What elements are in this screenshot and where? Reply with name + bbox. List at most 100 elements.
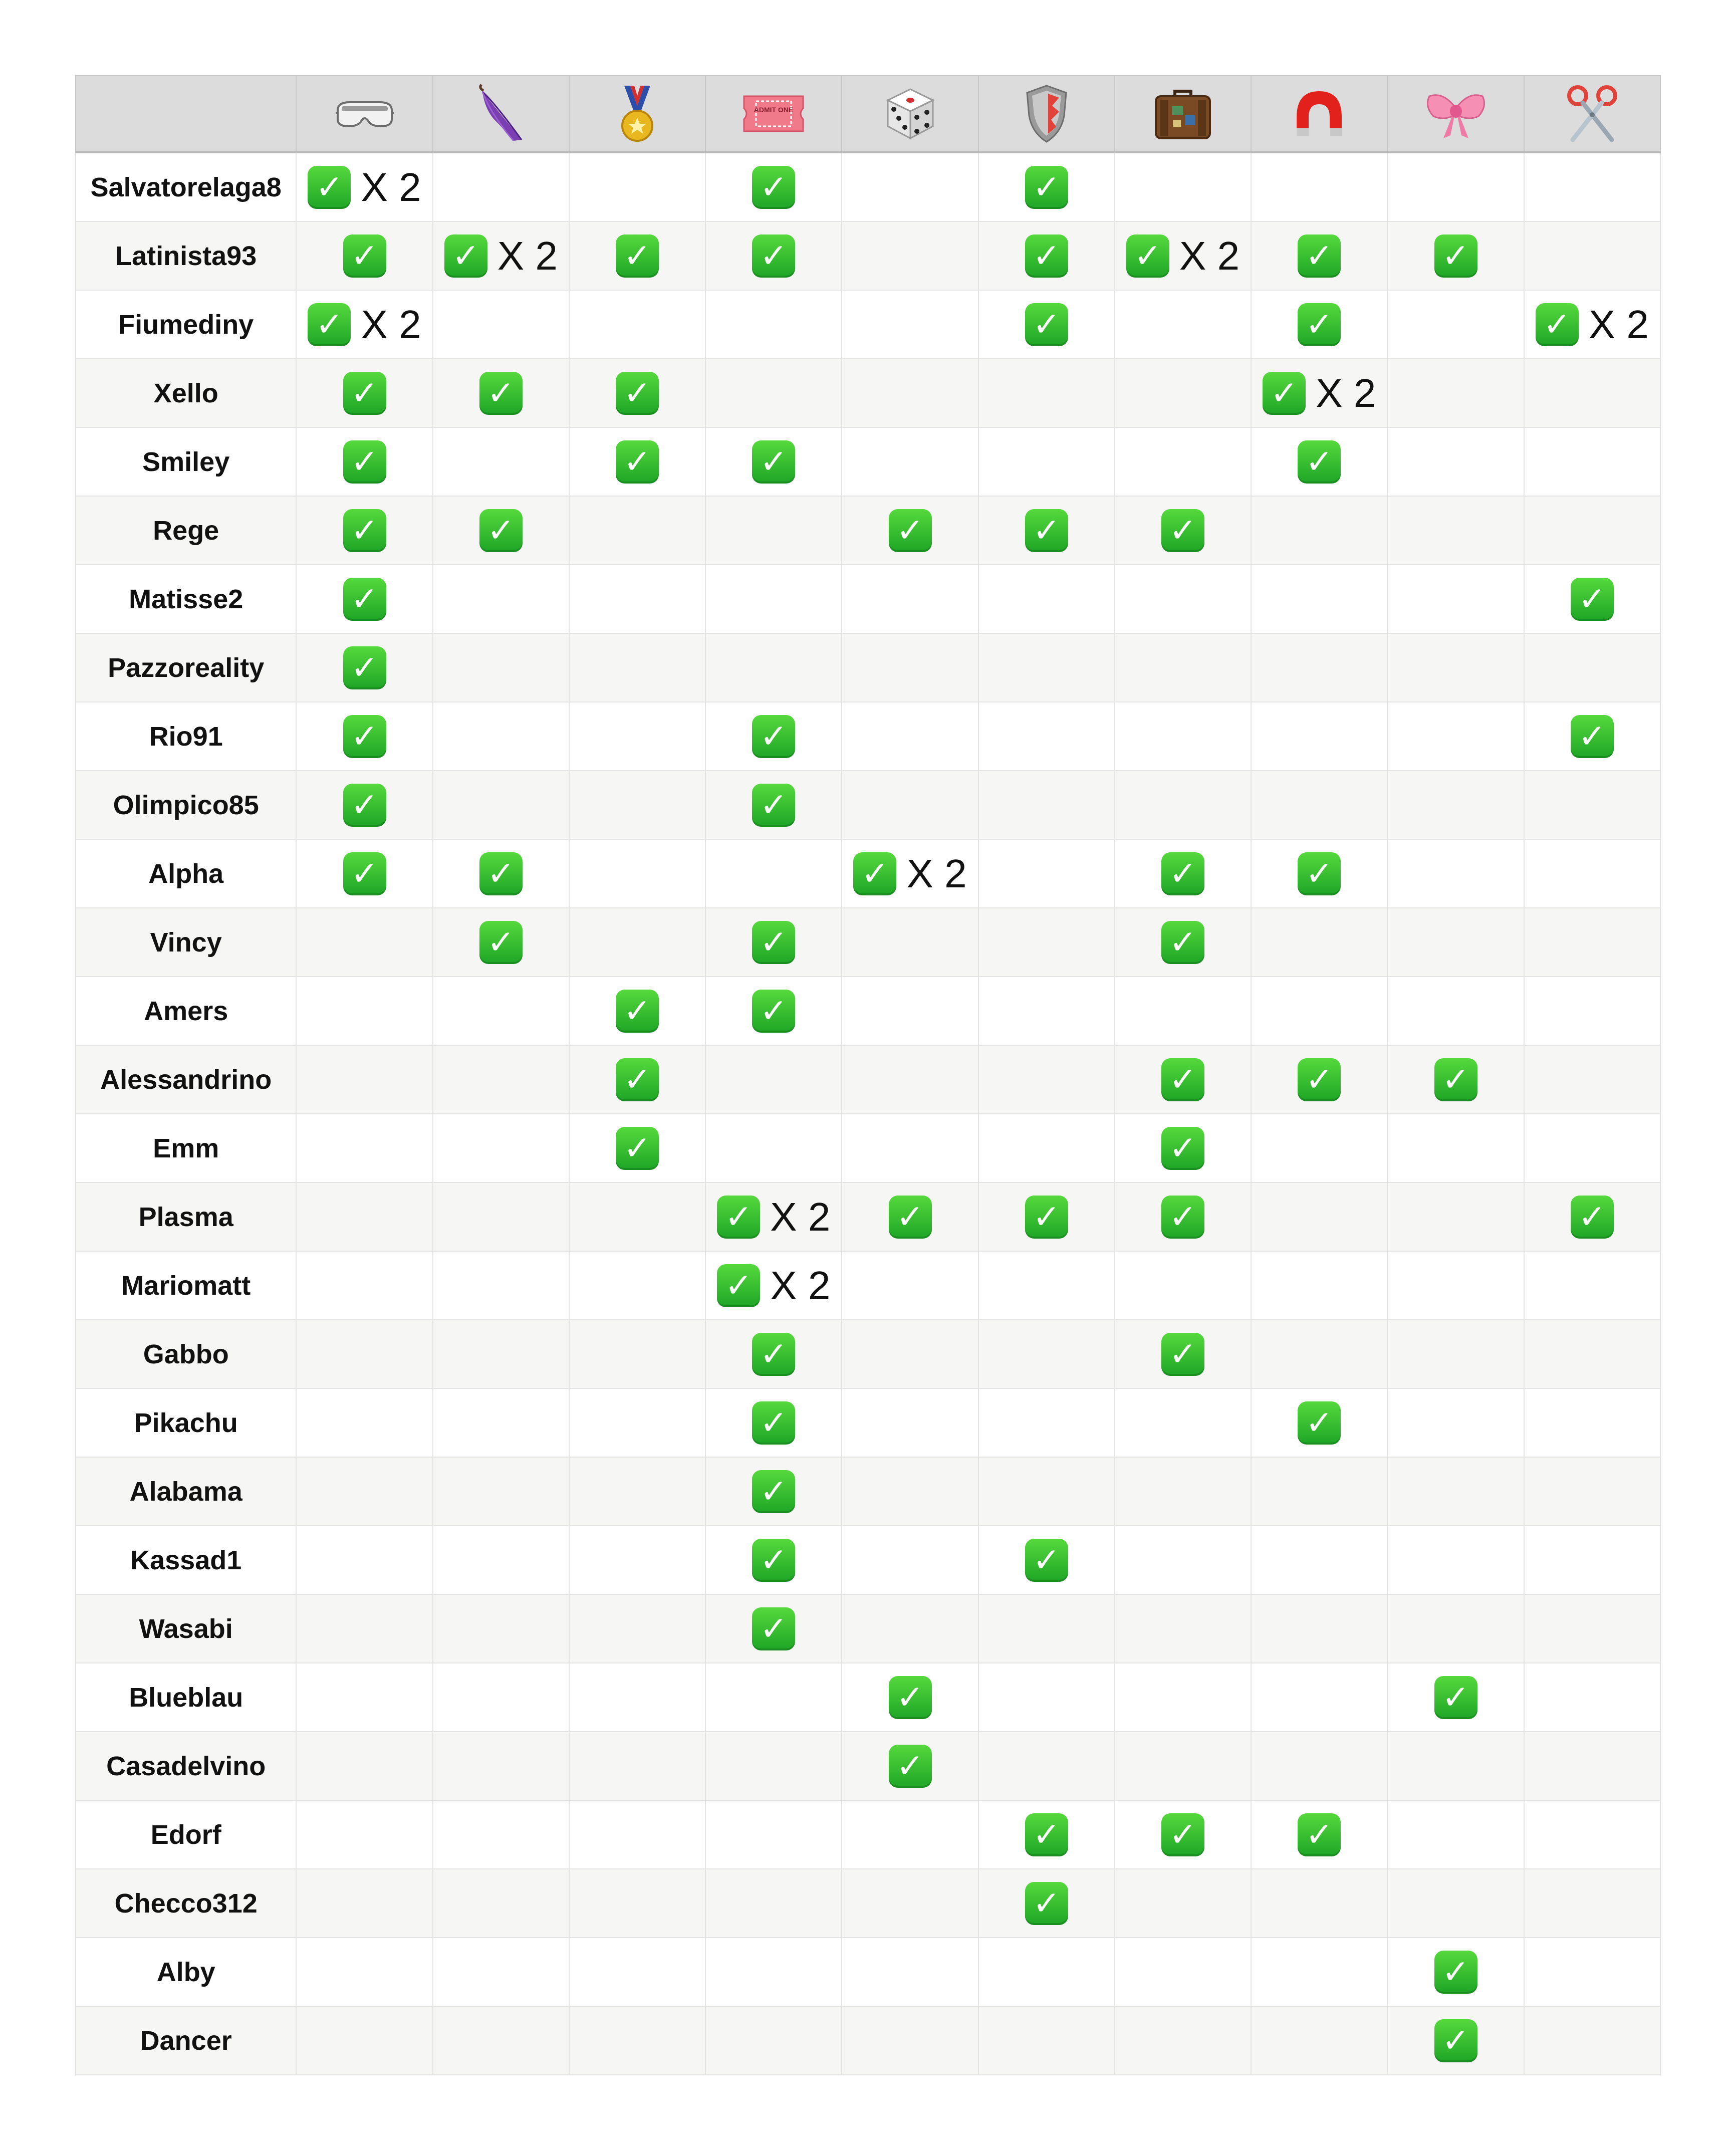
check-mark-icon: ✓ [343,646,386,689]
table-cell: ✓ [1251,427,1388,497]
table-cell [977,2006,1115,2075]
table-row: Olimpico85 ✓ ✓ [75,770,1661,840]
table-cell: ✓ [977,1525,1115,1595]
table-cell [841,1319,979,1389]
check-mark-icon: ✓ [479,371,523,415]
check-mark-icon: ✓ [888,1676,932,1719]
table-cell [432,976,570,1046]
table-cell [1114,152,1252,222]
participant-name: Alabama [75,1457,297,1526]
check-mark-icon: ✓ [1570,577,1614,621]
participant-name: Vincy [75,907,297,977]
table-cell [705,1800,843,1869]
check-mark-icon: ✓ [1298,234,1341,278]
attendance-table: ADMIT ONE [75,75,1661,2075]
table-cell [1387,770,1525,840]
table-cell: ✓ [432,496,570,565]
table-cell [977,1251,1115,1320]
table-row: Salvatorelaga8 ✓ X 2 ✓ ✓ [75,152,1661,222]
participant-name: Pazzoreality [75,633,297,702]
table-cell [432,2006,570,2075]
table-cell [1387,1525,1525,1595]
check-mark-icon: ✓ [888,1195,932,1239]
table-cell [841,2006,979,2075]
participant-name: Fiumediny [75,290,297,359]
participant-name: Latinista93 [75,221,297,291]
table-cell [1114,1457,1252,1526]
table-cell [1523,1800,1661,1869]
participant-name: Alessandrino [75,1045,297,1114]
participant-name: Plasma [75,1182,297,1252]
table-cell [1523,1457,1661,1526]
table-cell [568,1868,706,1938]
table-cell [568,907,706,977]
table-cell [1251,1937,1388,2007]
table-row: Matisse2 ✓ ✓ [75,564,1661,634]
table-cell [432,1800,570,1869]
table-cell [296,1251,433,1320]
table-row: Latinista93 ✓ ✓ X 2 ✓ ✓ ✓ ✓ X 2 ✓ ✓ [75,221,1661,291]
check-mark-icon: ✓ [343,509,386,552]
column-header-goggles [296,75,433,153]
table-cell: ✓ [705,1319,843,1389]
table-cell [432,290,570,359]
scissors-icon [1567,85,1617,142]
table-row: Kassad1 ✓ ✓ [75,1525,1661,1595]
check-mark-icon: ✓ [1161,509,1205,552]
table-cell [977,1113,1115,1183]
check-mark-icon: ✓ [752,234,796,278]
table-cell [1387,701,1525,771]
participant-name: Alby [75,1937,297,2007]
table-cell [705,1662,843,1732]
check-mark-icon: ✓ [1434,1676,1477,1719]
table-cell: ✓ [1523,564,1661,634]
table-row: Mariomatt ✓ X 2 [75,1251,1661,1320]
table-row: Blueblau ✓ ✓ [75,1662,1661,1732]
table-cell [841,1800,979,1869]
table-cell: ✓ [841,1182,979,1252]
table-cell: ✓ [1387,1662,1525,1732]
table-cell [568,633,706,702]
table-cell: ✓ [296,564,433,634]
participant-name: Olimpico85 [75,770,297,840]
table-cell: ✓ [1251,1388,1388,1458]
table-cell [841,1045,979,1114]
table-cell [1251,1662,1388,1732]
table-row: Alessandrino ✓ ✓ ✓ ✓ [75,1045,1661,1114]
check-mark-icon: ✓ [479,509,523,552]
table-cell [568,1388,706,1458]
table-cell: ✓ [1114,1182,1252,1252]
check-mark-icon: ✓ [1025,165,1068,209]
table-cell [977,1662,1115,1732]
table-cell [1251,1868,1388,1938]
table-cell [1114,427,1252,497]
table-cell [1251,1113,1388,1183]
table-row: Fiumediny ✓ X 2 ✓ ✓ ✓ X 2 [75,290,1661,359]
check-mark-icon: ✓ [616,371,659,415]
table-cell: ✓ [568,358,706,428]
table-cell: ✓ [841,1662,979,1732]
check-mark-icon: ✓ [717,1195,761,1239]
table-cell [568,1457,706,1526]
table-cell [1387,496,1525,565]
table-cell [1523,496,1661,565]
table-cell [977,1388,1115,1458]
table-cell: ✓ [705,221,843,291]
table-cell [432,1251,570,1320]
table-cell [432,633,570,702]
check-mark-icon: ✓ [1298,1813,1341,1856]
table-cell [1114,1525,1252,1595]
participant-name: Mariomatt [75,1251,297,1320]
table-cell: ✓ [1114,839,1252,908]
table-row: Edorf ✓ ✓ ✓ [75,1800,1661,1869]
table-cell [977,1594,1115,1663]
table-cell: ✓ [296,427,433,497]
header-empty-cell [75,75,297,153]
table-cell [568,1251,706,1320]
table-cell [1523,2006,1661,2075]
table-cell [432,1662,570,1732]
table-cell [1114,564,1252,634]
table-cell [977,427,1115,497]
table-cell [432,1388,570,1458]
check-mark-icon: ✓ [1161,920,1205,964]
